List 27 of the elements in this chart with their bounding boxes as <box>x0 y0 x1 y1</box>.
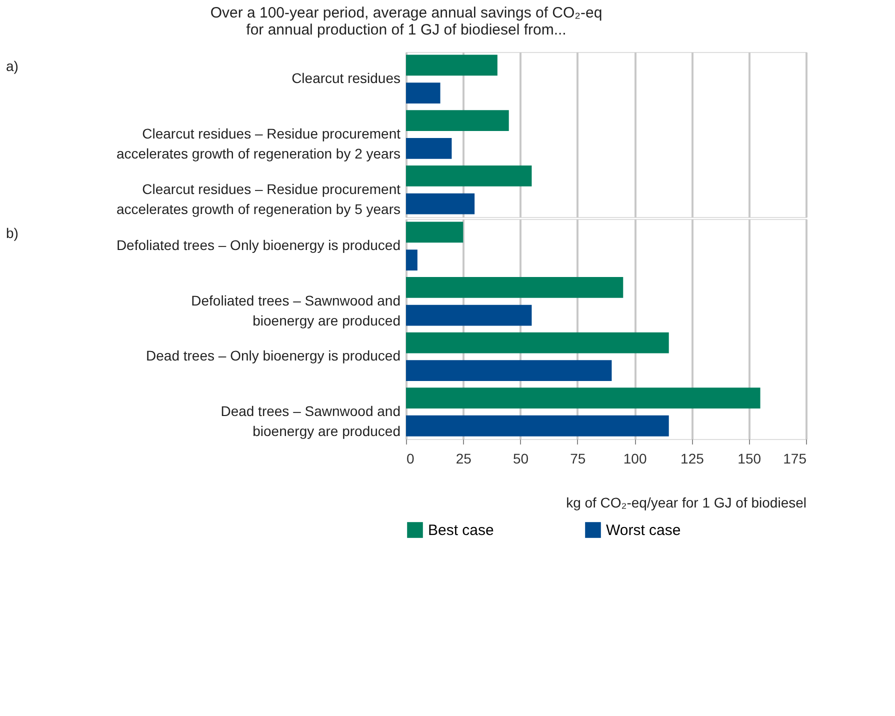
x-tick-label: 100 <box>623 450 647 466</box>
legend-label: Best case <box>428 522 494 539</box>
y-tick-label: Defoliated trees – Sawnwood and bioenergy are produced <box>191 292 400 328</box>
bar <box>406 54 498 76</box>
bar <box>406 110 509 132</box>
x-axis-title: kg of CO₂-eq/year for 1 GJ of biodiesel <box>566 494 806 510</box>
x-tick-label: 175 <box>783 450 807 466</box>
text: a) <box>6 58 18 74</box>
x-tick-label: 125 <box>680 450 704 466</box>
text: b) <box>6 225 18 241</box>
y-tick-label: Clearcut residues – Residue procurement accelerates growth of regeneration by 5 years <box>116 180 401 217</box>
bar <box>406 193 475 214</box>
y-tick-label: Clearcut residues – Residue procurement accelerates growth of regeneration by 2 years <box>116 126 401 162</box>
y-tick-label: Defoliated trees – Only bioenergy is produced <box>116 237 400 254</box>
x-tick-label: 25 <box>456 450 472 466</box>
x-tick-label: 75 <box>570 450 586 466</box>
x-tick-label: 0 <box>406 450 414 466</box>
y-tick-label: Dead trees – Sawnwood and bioenergy are produced <box>220 402 400 439</box>
legend-label: Worst case <box>606 522 681 539</box>
y-tick-label: Dead trees – Only bioenergy is produced <box>146 348 400 364</box>
chart-title: Over a 100-year period, average annual savings of CO₂-eq for annual production of 1 GJ of biodiesel from... <box>210 4 602 38</box>
x-tick-label: 50 <box>512 450 529 466</box>
bar <box>406 166 532 186</box>
bar <box>406 138 452 159</box>
bar <box>406 82 440 104</box>
x-tick-label: 150 <box>738 450 762 466</box>
y-tick-label: Clearcut residues <box>292 70 400 86</box>
